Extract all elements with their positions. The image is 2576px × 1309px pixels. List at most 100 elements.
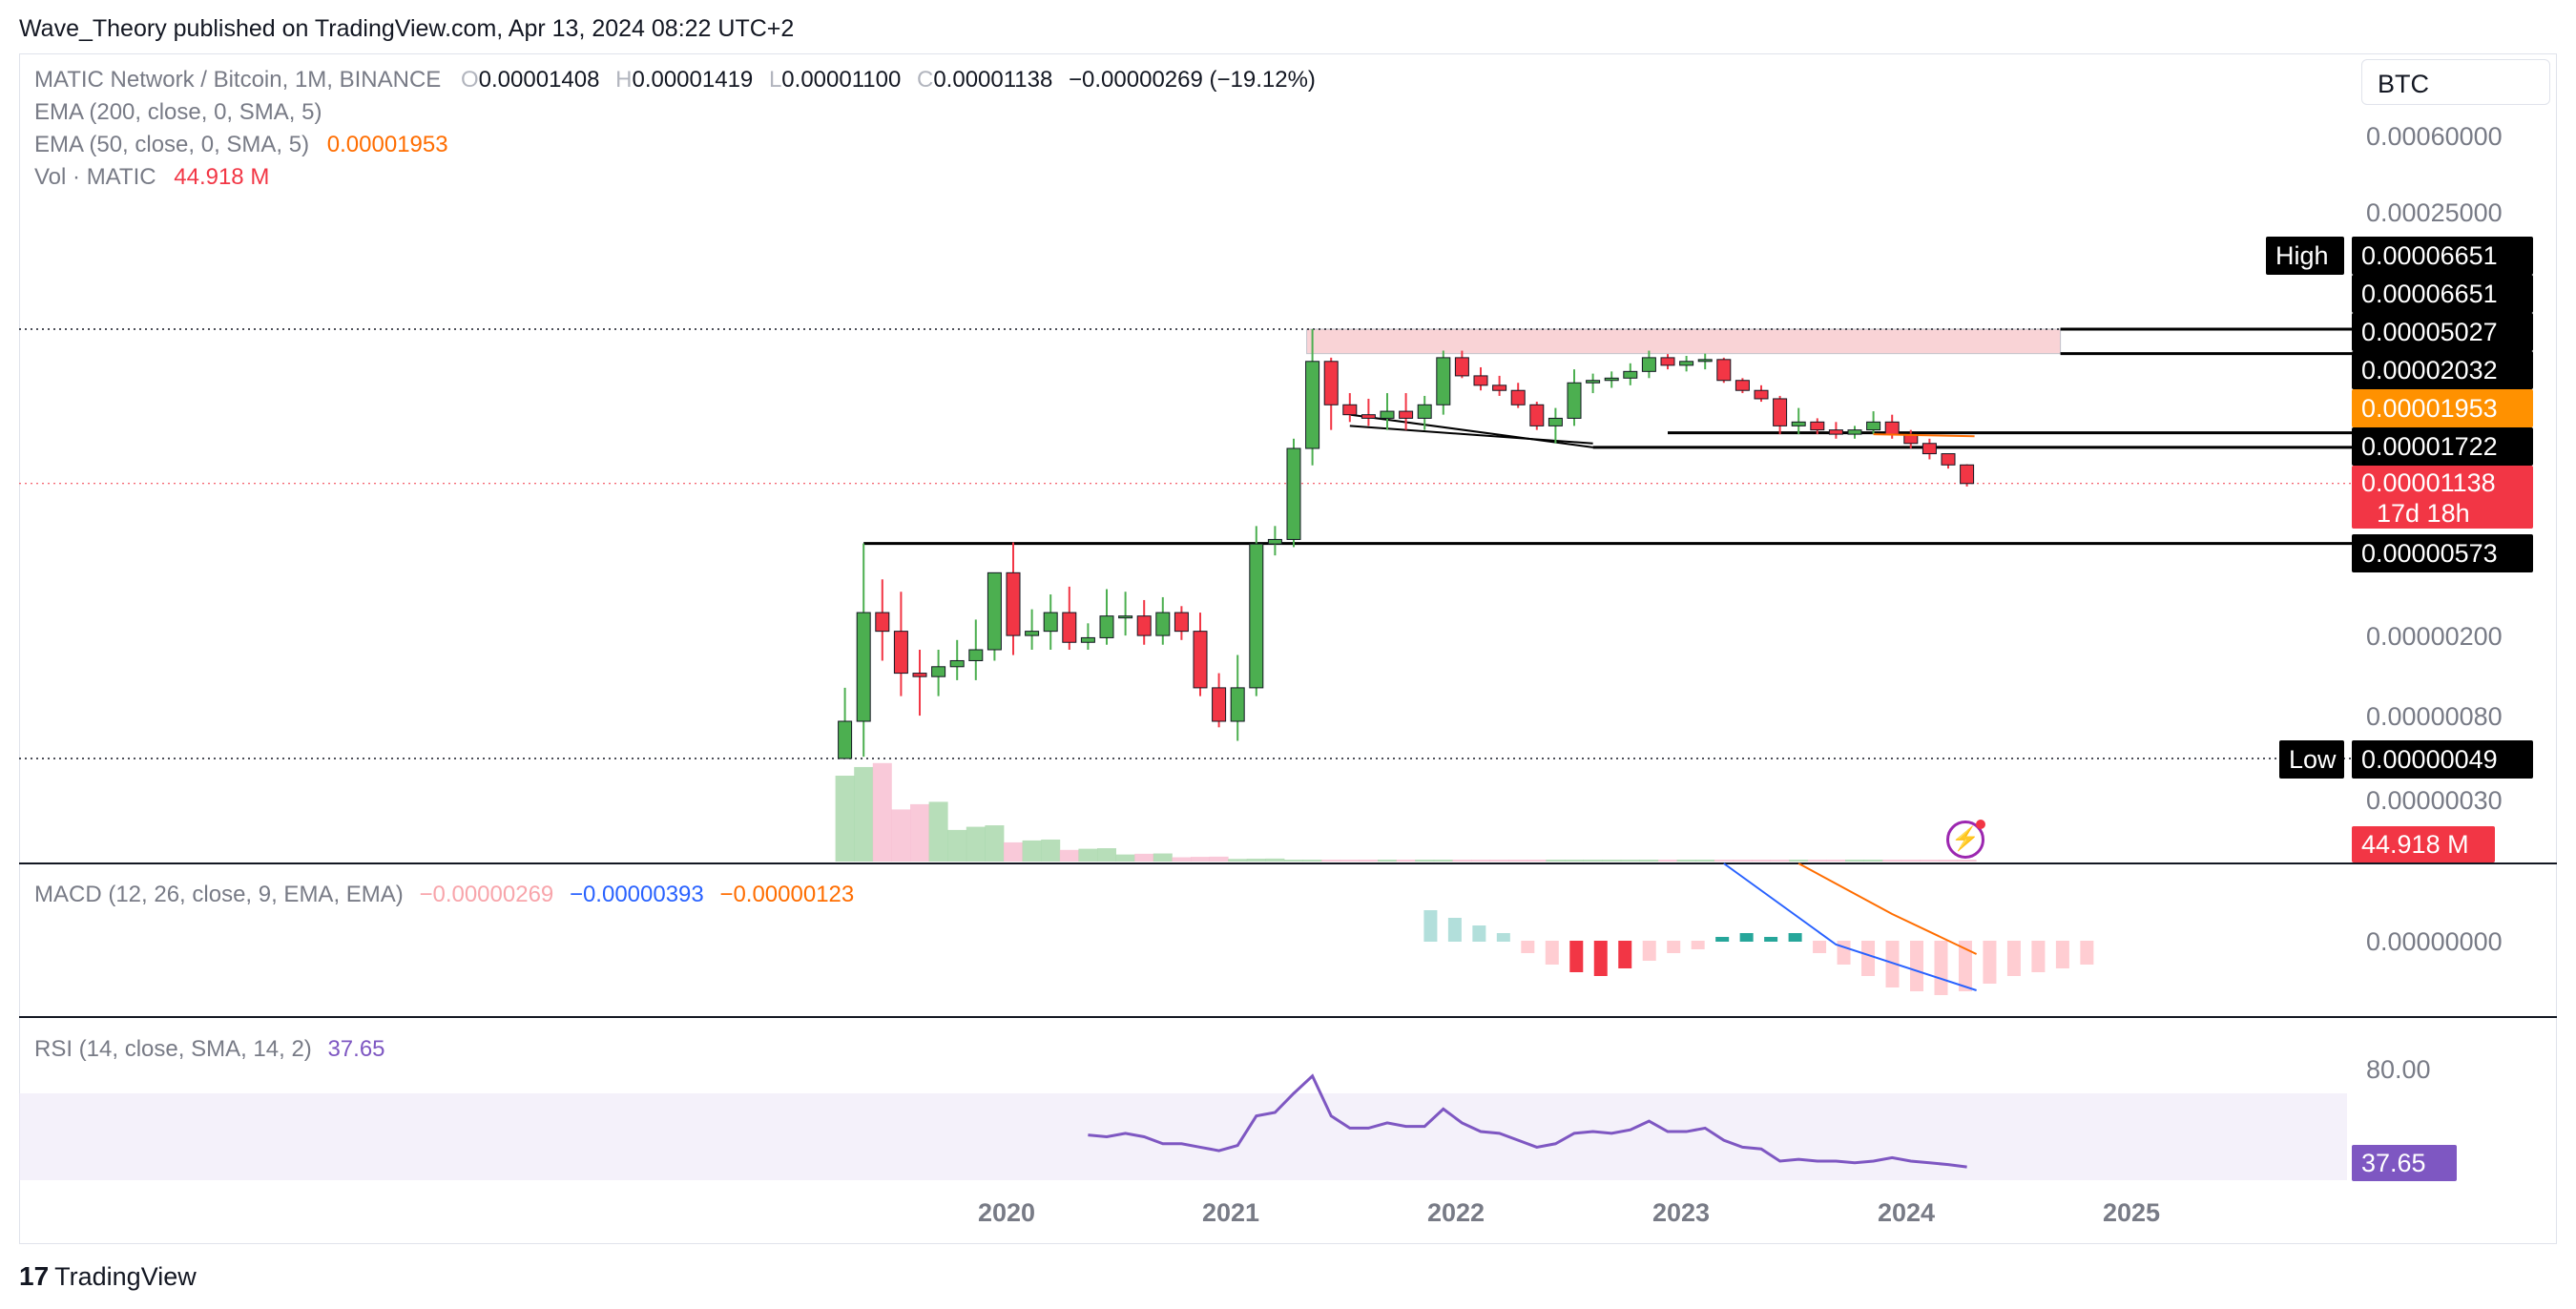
last-price-tag: 0.00001138 17d 18h <box>2352 466 2533 529</box>
legend-low: 0.00001100 <box>781 67 902 93</box>
legend-ema200: EMA (200, close, 0, SMA, 5) <box>34 99 322 125</box>
volume-bar <box>1004 842 1023 862</box>
attribution-text: Wave_Theory published on TradingView.com… <box>19 15 795 42</box>
legend-rsi: RSI (14, close, SMA, 14, 2) 37.65 <box>34 1036 385 1063</box>
legend-o-label: O <box>460 67 479 93</box>
legend-ema50: EMA (50, close, 0, SMA, 5) 0.00001953 <box>34 132 448 158</box>
legend-high: 0.00001419 <box>632 67 754 93</box>
macd-hist-bar <box>1691 941 1705 949</box>
volume-bar <box>1714 860 1734 862</box>
volume-bar <box>1901 860 1921 862</box>
candle-body <box>1193 631 1208 689</box>
tradingview-logo[interactable]: 17 TradingView <box>19 1261 197 1292</box>
macd-hist-bar <box>1934 941 1948 995</box>
candle-body <box>1473 375 1488 386</box>
candle-body <box>1230 687 1245 722</box>
level-tag-2: 0.00005027 <box>2352 313 2533 351</box>
candle-body <box>1604 377 1619 382</box>
macd-hist-bar <box>1569 941 1584 972</box>
volume-bar <box>1733 860 1753 862</box>
volume-bar <box>1620 860 1640 862</box>
candle-body <box>1454 357 1469 377</box>
volume-bar <box>1546 860 1566 862</box>
volume-bar <box>1508 860 1528 862</box>
macd-hist-bar <box>1545 941 1559 965</box>
legend-vol-label: Vol · MATIC <box>34 164 156 190</box>
volume-bar <box>1957 860 1977 862</box>
compare-symbol-box[interactable]: BTC <box>2361 59 2550 105</box>
macd-hist-bar <box>1885 941 1900 987</box>
lightning-icon[interactable]: ⚡ <box>1946 820 1985 859</box>
candle-body <box>1155 612 1171 636</box>
volume-bar <box>1415 860 1435 862</box>
high-price-tag: 0.00006651 <box>2352 237 2533 275</box>
candle-body <box>987 571 1002 651</box>
level-tag-4: 0.00001722 <box>2352 427 2533 466</box>
macd-hist-bar <box>1788 933 1802 942</box>
high-label-tag: High <box>2266 237 2344 275</box>
legend-ema50-label: EMA (50, close, 0, SMA, 5) <box>34 132 310 157</box>
axis-label-macd-zero: 0.00000000 <box>2366 927 2503 956</box>
candle-body <box>1529 404 1545 426</box>
candle-body <box>1399 410 1414 419</box>
trend-line-1 <box>1349 413 1593 448</box>
macd-signal-line <box>1797 862 1978 955</box>
volume-bar <box>1826 860 1846 862</box>
macd-hist-bar <box>1618 941 1632 968</box>
macd-hist-bar <box>1667 941 1681 953</box>
legend-main: MATIC Network / Bitcoin, 1M, BINANCE O0.… <box>34 67 1316 94</box>
volume-bar <box>1265 858 1285 862</box>
macd-hist-bar <box>1910 941 1923 991</box>
candle-body <box>1099 615 1114 638</box>
volume-bar <box>872 762 892 862</box>
chart-frame <box>19 53 2557 1244</box>
rsi-line <box>1088 1073 1967 1169</box>
volume-bar <box>1191 857 1210 862</box>
candle-body <box>1417 404 1432 419</box>
candle-body <box>1174 612 1189 633</box>
candle-body <box>1735 380 1750 391</box>
macd-hist-bar <box>1813 941 1827 953</box>
macd-hist-bar <box>1447 918 1462 942</box>
volume-bar <box>1489 860 1509 862</box>
macd-hist-bar <box>2031 941 2046 972</box>
rsi-tag: 37.65 <box>2352 1145 2457 1181</box>
volume-bar <box>1452 860 1472 862</box>
candle-body <box>949 659 965 668</box>
candle-body <box>1641 357 1656 372</box>
candle-body <box>1006 571 1021 636</box>
macd-hist-bar <box>1472 925 1486 942</box>
axis-label-030: 0.00000030 <box>2366 786 2503 815</box>
rsi-band <box>19 1093 2347 1180</box>
volume-bar <box>1340 860 1360 862</box>
candle-body <box>931 666 946 677</box>
candle-body <box>1080 636 1095 643</box>
candle-body <box>1791 421 1806 426</box>
low-price-tag: 0.00000049 <box>2352 740 2533 779</box>
legend-h-label: H <box>615 67 633 93</box>
candle-body <box>1623 370 1638 379</box>
axis-label-rsi-80: 80.00 <box>2366 1055 2431 1084</box>
candle-body <box>1249 543 1264 689</box>
legend-open: 0.00001408 <box>478 67 600 93</box>
macd-hist-bar <box>1642 941 1656 961</box>
volume-bar <box>1882 860 1902 862</box>
legend-close: 0.00001138 <box>933 67 1053 93</box>
volume-bar <box>1602 860 1622 862</box>
candle-body <box>856 612 871 722</box>
volume-bar <box>1789 860 1809 862</box>
legend-l-label: L <box>768 67 782 93</box>
volume-bar <box>1059 849 1079 862</box>
candle-body <box>1679 361 1694 366</box>
candle-body <box>1286 447 1301 540</box>
volume-bar <box>1807 860 1827 862</box>
tv-logo-icon: 17 <box>19 1261 50 1291</box>
year-label-2021: 2021 <box>1202 1198 1260 1227</box>
candle-body <box>838 720 853 759</box>
candle-body <box>1754 389 1769 400</box>
candle-body <box>1136 615 1152 636</box>
candle-body <box>1941 453 1956 466</box>
volume-bar <box>1863 860 1883 862</box>
legend-macd-line: −0.00000393 <box>569 882 704 907</box>
